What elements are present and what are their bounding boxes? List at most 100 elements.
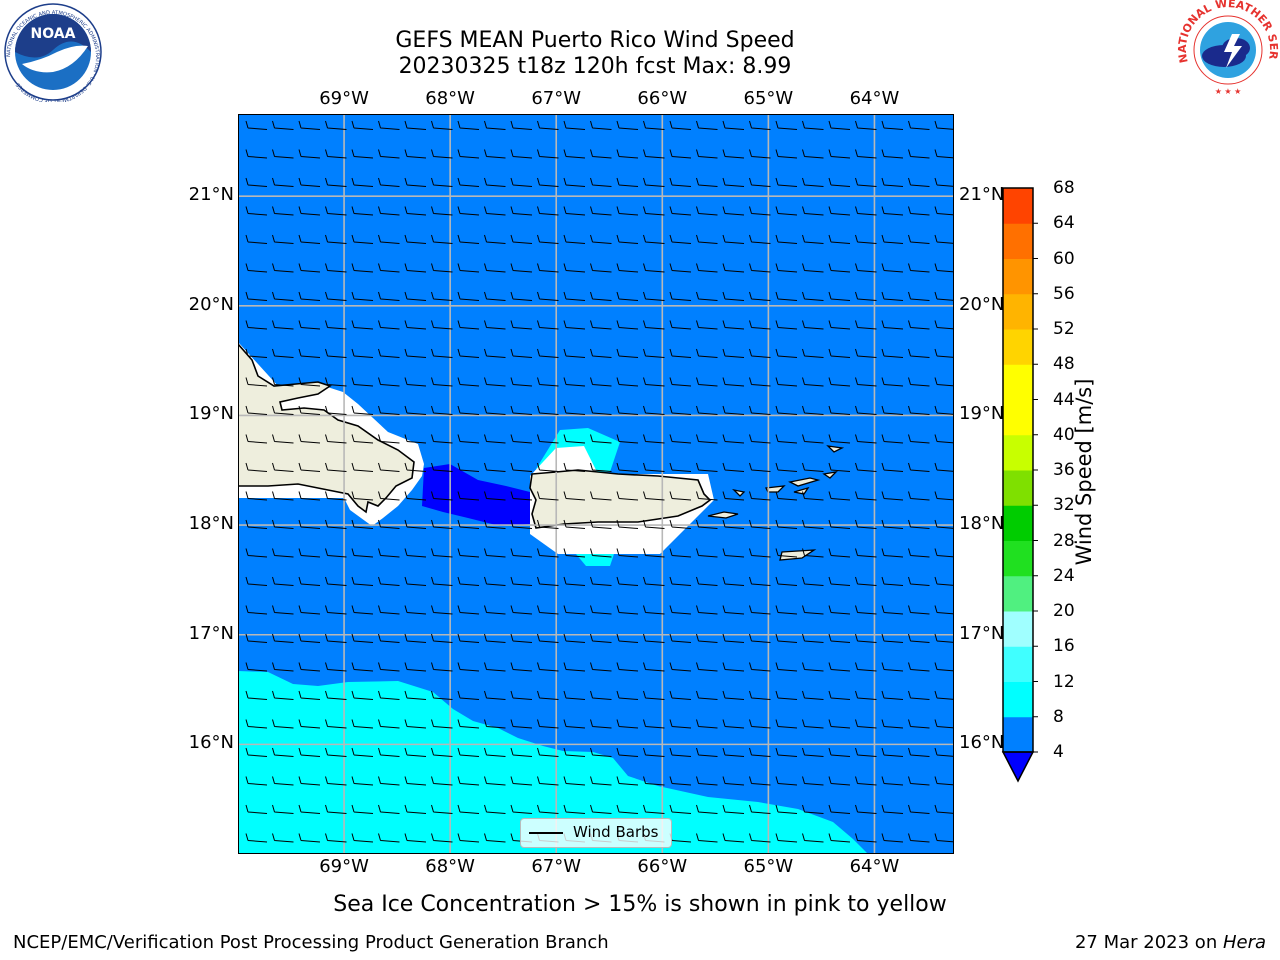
wind-barb	[510, 377, 533, 387]
wind-barb	[696, 833, 718, 843]
wind-barb	[298, 348, 321, 358]
wind-barb	[881, 747, 904, 757]
wind-barb	[828, 149, 851, 159]
wind-barb	[404, 662, 427, 672]
wind-barb	[351, 833, 374, 843]
wind-barb	[378, 833, 400, 843]
wind-barb	[537, 719, 559, 729]
wind-barb	[802, 690, 824, 700]
wind-barb	[643, 320, 665, 330]
wind-barb	[669, 576, 692, 586]
wind-barb	[881, 633, 904, 643]
wind-barb	[669, 804, 692, 814]
wind-barb	[510, 804, 533, 814]
wind-barb	[802, 377, 824, 387]
wind-barb	[510, 234, 533, 244]
wind-barb	[325, 405, 347, 415]
wind-barb	[484, 206, 506, 216]
wind-barb	[404, 633, 427, 643]
wind-barb	[616, 747, 639, 757]
wind-barb	[855, 804, 877, 814]
wind-barb	[696, 605, 718, 615]
colorbar-extend-min	[1001, 751, 1035, 783]
wind-barb	[749, 776, 771, 786]
wind-barb	[775, 719, 798, 729]
wind-barb	[484, 690, 506, 700]
wind-barb	[298, 776, 321, 786]
wind-barb	[563, 776, 586, 786]
wind-barb	[378, 263, 400, 273]
wind-barb	[934, 605, 954, 615]
wind-barb	[722, 519, 745, 529]
wind-barb	[696, 434, 718, 444]
wind-barb	[881, 434, 904, 444]
wind-barb	[802, 149, 824, 159]
wind-barb	[537, 776, 559, 786]
wind-barb	[881, 833, 904, 843]
wind-barb	[404, 833, 427, 843]
wind-barb	[802, 548, 824, 558]
wind-barb	[802, 747, 824, 757]
wind-barb	[484, 662, 506, 672]
wind-barb	[855, 462, 877, 472]
wind-barb	[245, 320, 268, 330]
wind-barb	[404, 149, 427, 159]
wind-barb	[378, 548, 400, 558]
wind-barb	[431, 462, 453, 472]
wind-barb	[404, 263, 427, 273]
map-title-line1: GEFS MEAN Puerto Rico Wind Speed	[395, 28, 795, 53]
wind-barb	[484, 320, 506, 330]
wind-barb	[696, 776, 718, 786]
wind-barb	[272, 776, 294, 786]
colorbar-tick-label: 8	[1053, 706, 1064, 727]
wind-barb	[669, 605, 692, 615]
wind-barb	[749, 348, 771, 358]
wind-barb	[616, 576, 639, 586]
wind-barb	[669, 405, 692, 415]
wind-barb	[855, 719, 877, 729]
wind-barb	[298, 177, 321, 187]
wind-barb	[563, 291, 586, 301]
wind-barb	[802, 177, 824, 187]
lon-label-top: 68°W	[425, 88, 475, 109]
wind-barb	[749, 662, 771, 672]
wind-barb	[298, 405, 321, 415]
wind-barb	[616, 120, 639, 130]
wind-barb	[431, 405, 453, 415]
lat-label-right: 21°N	[959, 184, 1005, 206]
wind-barb	[431, 605, 453, 615]
wind-barb	[590, 149, 612, 159]
wind-barb	[431, 434, 453, 444]
lat-label-left: 18°N	[188, 513, 234, 535]
wind-barb	[855, 149, 877, 159]
wind-barb	[775, 491, 798, 501]
wind-barb	[378, 377, 400, 387]
wind-barb	[934, 491, 954, 501]
wind-barb	[245, 519, 268, 529]
colorbar-segment	[1003, 646, 1033, 682]
wind-barb	[802, 491, 824, 501]
wind-barb	[934, 747, 954, 757]
wind-barb	[431, 348, 453, 358]
wind-barb	[802, 776, 824, 786]
wind-barb	[722, 377, 745, 387]
nws-logo-icon: NATIONAL WEATHER SERVICE ★ ★ ★	[1176, 0, 1280, 96]
wind-barb	[722, 291, 745, 301]
wind-barb	[749, 462, 771, 472]
wind-barb	[696, 291, 718, 301]
wind-barb	[722, 491, 745, 501]
wind-barb	[378, 519, 400, 529]
wind-barb	[457, 690, 480, 700]
wind-barb	[722, 747, 745, 757]
wind-barb	[378, 434, 400, 444]
wind-barb	[696, 405, 718, 415]
wind-barb	[431, 548, 453, 558]
wind-barb	[325, 291, 347, 301]
wind-barb	[245, 234, 268, 244]
wind-barb	[272, 605, 294, 615]
wind-barb	[325, 576, 347, 586]
wind-barb	[272, 719, 294, 729]
wind-barb	[722, 719, 745, 729]
colorbar-tick-label: 36	[1053, 460, 1075, 480]
wind-barb	[828, 804, 851, 814]
